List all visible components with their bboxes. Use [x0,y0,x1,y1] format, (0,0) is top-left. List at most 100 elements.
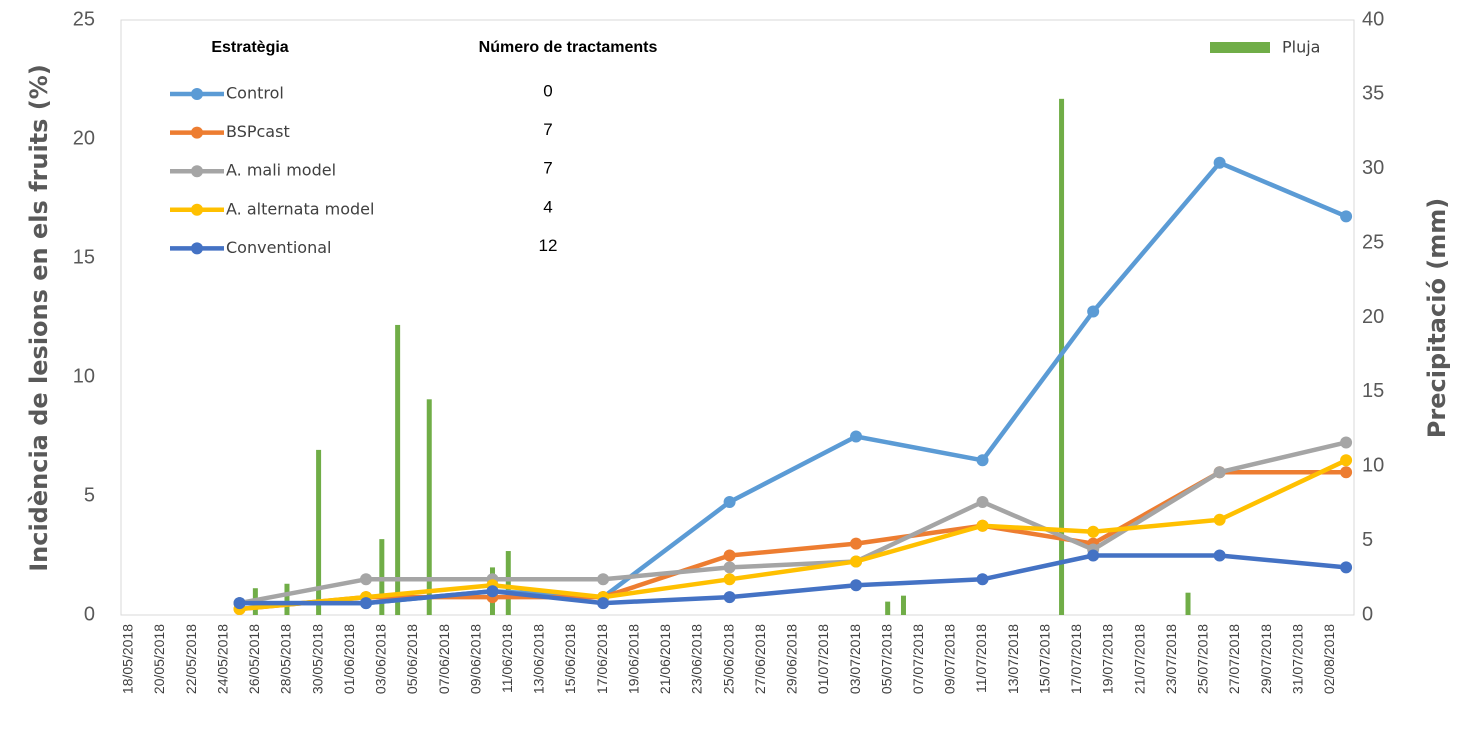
series-point [597,597,610,610]
series-point [723,573,736,586]
x-tick-label: 11/07/2018 [973,624,989,693]
series-point [1340,466,1353,479]
x-tick-label: 01/07/2018 [815,624,831,694]
legend-label: Conventional [226,238,331,257]
x-tick-label: 27/07/2018 [1226,624,1242,694]
rain-bar [426,399,432,615]
x-tick-label: 29/07/2018 [1258,624,1274,694]
x-tick-label: 23/06/2018 [689,624,705,694]
series-point [850,537,863,550]
x-tick-label: 25/07/2018 [1195,624,1211,694]
series-point [360,573,373,586]
treatment-count: 12 [539,236,558,255]
x-tick-label: 17/06/2018 [594,624,610,694]
x-tick-label: 21/06/2018 [657,624,673,694]
series-point [1087,549,1100,562]
y2-tick-label: 30 [1362,157,1384,179]
legend-swatch [1210,42,1270,53]
series-point [1340,436,1353,449]
series-point [976,573,989,586]
x-tick-label: 01/06/2018 [341,624,357,694]
legend-label: A. mali model [226,161,336,180]
rain-bar [505,551,511,615]
legend-point [191,242,203,255]
x-tick-label: 18/05/2018 [120,624,136,694]
y-tick-label: 25 [73,8,95,30]
series-point [597,573,610,586]
y-axis-title: Incidència de lesions en els fruits (%) [25,64,53,572]
series-point [976,519,989,532]
y2-tick-label: 40 [1362,8,1384,30]
y2-tick-label: 25 [1362,231,1384,253]
x-tick-label: 03/07/2018 [847,624,863,694]
legend-label: A. alternata model [226,199,374,218]
series-point [1340,210,1353,223]
x-tick-label: 13/06/2018 [531,624,547,694]
legend-label: Pluja [1282,38,1320,57]
x-tick-label: 19/06/2018 [625,624,641,694]
legend-label: Control [226,84,284,103]
rain-bar [316,449,322,615]
y-tick-label: 0 [84,603,95,625]
series-line [239,469,1347,612]
series-line [239,440,1347,606]
y-tick-label: 5 [84,484,95,506]
legend-point [191,88,203,100]
x-tick-label: 17/07/2018 [1068,624,1084,694]
x-tick-label: 20/05/2018 [151,624,167,694]
series-point [486,585,499,598]
series-point [1213,549,1226,562]
x-tick-label: 22/05/2018 [183,624,199,694]
treatment-count: 7 [543,120,552,139]
x-tick-label: 19/07/2018 [1100,624,1116,694]
y2-tick-label: 10 [1362,455,1384,477]
rain-bar [395,324,401,615]
x-tick-label: 23/07/2018 [1163,624,1179,694]
series-point [1087,305,1100,318]
rain-bar [900,595,906,615]
series-point [233,597,246,610]
series-point [976,495,989,508]
x-tick-label: 26/05/2018 [246,624,262,694]
x-tick-label: 25/06/2018 [720,624,736,694]
series-point [1340,454,1353,467]
x-tick-label: 09/06/2018 [467,624,483,694]
series-point [723,591,736,604]
series-line [239,458,1348,612]
series-point [850,579,863,592]
y2-tick-label: 5 [1362,529,1373,551]
x-tick-label: 24/05/2018 [214,624,230,694]
x-tick-label: 13/07/2018 [1005,624,1021,694]
series-point [1213,466,1226,479]
series-point [723,495,736,508]
y-tick-label: 20 [73,127,95,149]
x-tick-label: 15/06/2018 [562,624,578,694]
series-point [1213,513,1226,526]
series-point [850,430,863,443]
series-point [723,549,736,562]
y2-axis-title: Precipitació (mm) [1423,198,1451,438]
y2-tick-label: 0 [1362,603,1373,625]
x-tick-label: 09/07/2018 [942,624,958,694]
rain-bar [1185,592,1191,615]
y-tick-label: 10 [73,365,95,387]
x-tick-label: 29/06/2018 [784,624,800,694]
legend-point [191,126,203,139]
series-line [239,160,1347,606]
series-point [850,555,863,568]
x-tick-label: 31/07/2018 [1289,624,1305,694]
series-point [360,597,373,610]
legend-header: Estratègia [211,39,288,56]
series-point [1340,561,1353,574]
rain-bar [284,583,290,615]
y2-tick-label: 35 [1362,83,1384,105]
x-tick-label: 07/06/2018 [436,624,452,694]
x-tick-label: 30/05/2018 [309,624,325,694]
legend-point [191,165,203,178]
series-line [239,553,1347,606]
series-point [976,454,989,467]
treatments-header: Número de tractaments [479,39,658,56]
series-point [1087,525,1100,538]
series-point [1213,156,1226,169]
x-tick-label: 02/08/2018 [1321,624,1337,694]
